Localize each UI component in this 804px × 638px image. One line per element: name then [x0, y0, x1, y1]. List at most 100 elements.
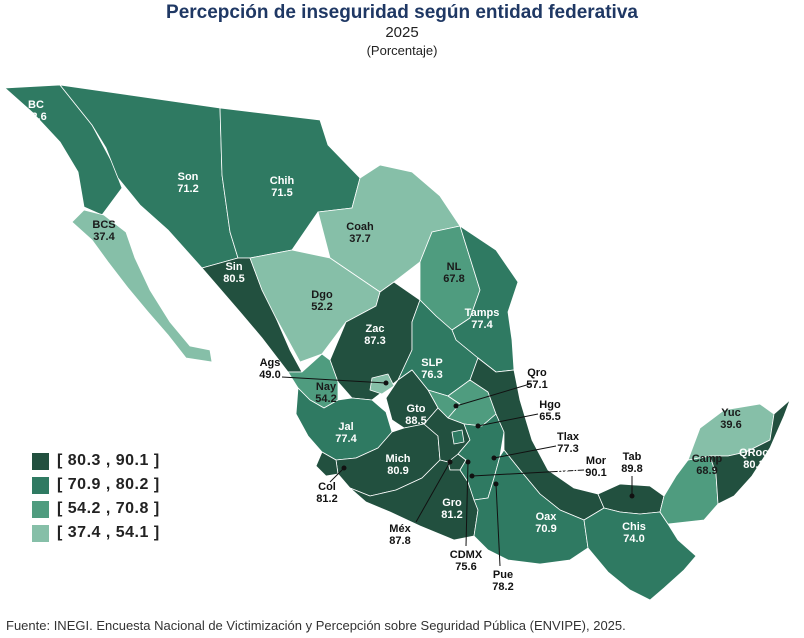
state-label-camp: Camp	[692, 453, 723, 465]
leader-dot-qro	[453, 403, 459, 409]
legend-label: [ 80.3 , 90.1 ]	[57, 452, 160, 469]
state-label-bcs: BCS	[92, 219, 115, 231]
state-value-gto: 88.5	[405, 415, 426, 427]
state-value-jal: 77.4	[335, 433, 357, 445]
legend-swatch	[32, 524, 49, 542]
state-ags	[369, 373, 395, 395]
state-label-pue: Pue	[493, 569, 513, 581]
leader-dot-col	[341, 465, 347, 471]
leader-dot-mor	[469, 473, 475, 479]
leader-line-mor	[471, 469, 585, 477]
state-value-cdmx: 75.6	[455, 561, 476, 573]
state-label-nay: Nay	[316, 381, 337, 393]
state-label-yuc: Yuc	[721, 407, 741, 419]
leader-line-cdmx	[465, 461, 469, 547]
state-label-dgo: Dgo	[311, 289, 333, 301]
state-label-zac: Zac	[366, 323, 385, 335]
state-value-coah: 37.7	[349, 233, 370, 245]
state-value-ags: 49.0	[259, 369, 280, 381]
state-value-mich: 80.9	[387, 465, 408, 477]
state-label-son: Son	[178, 171, 199, 183]
legend-swatch	[32, 452, 49, 470]
leader-dot-tab	[629, 493, 635, 499]
state-value-tab: 89.8	[621, 463, 642, 475]
state-label-nl: NL	[447, 261, 462, 273]
state-label-hgo: Hgo	[539, 399, 561, 411]
state-value-col: 81.2	[316, 493, 337, 505]
state-value-dgo: 52.2	[311, 301, 332, 313]
leader-dot-hgo	[475, 423, 481, 429]
state-label-chis: Chis	[622, 521, 646, 533]
state-label-oax: Oax	[536, 511, 558, 523]
leader-line-col	[329, 467, 345, 483]
state-label-bc: BC	[28, 99, 44, 111]
map-year: 2025	[385, 24, 419, 41]
state-value-sin: 80.5	[223, 273, 244, 285]
state-value-qroo: 80.3	[743, 459, 764, 471]
legend-item: [ 80.3 , 90.1 ]	[32, 450, 160, 472]
state-chih	[219, 107, 361, 259]
state-col	[315, 451, 339, 477]
state-value-tlax: 77.3	[557, 443, 578, 455]
state-label-jal: Jal	[338, 421, 353, 433]
state-value-chih: 71.5	[271, 187, 292, 199]
state-label-tab: Tab	[623, 451, 642, 463]
legend-label: [ 54.2 , 70.8 ]	[57, 500, 160, 517]
mexico-map: BC72.6BCS37.4Son71.2Chih71.5Coah37.7Sin8…	[4, 84, 791, 601]
state-label-mich: Mich	[385, 453, 410, 465]
state-value-tamps: 77.4	[471, 319, 493, 331]
state-value-chis: 74.0	[623, 533, 644, 545]
leader-line-tlax	[493, 445, 557, 459]
leader-line-méx	[415, 461, 451, 523]
state-label-qro: Qro	[527, 367, 547, 379]
state-label-tamps: Tamps	[465, 307, 500, 319]
state-value-nl: 67.8	[443, 273, 464, 285]
state-label-mor: Mor	[586, 455, 607, 467]
state-label-col: Col	[318, 481, 336, 493]
leader-dot-tlax	[491, 455, 497, 461]
state-value-méx: 87.8	[389, 535, 410, 547]
state-value-slp: 76.3	[421, 369, 442, 381]
state-label-chih: Chih	[270, 175, 295, 187]
state-label-gto: Gto	[407, 403, 426, 415]
source-note: Fuente: INEGI. Encuesta Nacional de Vict…	[6, 618, 626, 633]
legend-label: [ 70.9 , 80.2 ]	[57, 476, 160, 493]
map-title: Percepción de inseguridad según entidad …	[166, 2, 638, 23]
state-label-gro: Gro	[442, 497, 462, 509]
legend-label: [ 37.4 , 54.1 ]	[57, 524, 160, 541]
state-sin	[201, 257, 303, 373]
state-label-coah: Coah	[346, 221, 374, 233]
state-label-tlax: Tlax	[557, 431, 580, 443]
state-value-mor: 90.1	[585, 467, 606, 479]
state-label-ags: Ags	[260, 357, 281, 369]
state-value-camp: 68.9	[696, 465, 717, 477]
legend-item: [ 70.9 , 80.2 ]	[32, 474, 160, 496]
state-bcs	[71, 209, 213, 363]
state-label-sin: Sin	[225, 261, 242, 273]
state-label-ver: Ver	[559, 453, 577, 465]
leader-dot-pue	[493, 481, 499, 487]
leader-line-pue	[495, 483, 501, 567]
leader-dot-ags	[383, 380, 389, 386]
state-value-nay: 54.2	[315, 393, 336, 405]
state-label-qroo: QRoo	[739, 447, 769, 459]
state-value-yuc: 39.6	[720, 419, 741, 431]
state-label-cdmx: CDMX	[450, 549, 483, 561]
map-unit: (Porcentaje)	[366, 43, 438, 58]
leader-line-ags	[281, 376, 387, 384]
state-value-bcs: 37.4	[93, 231, 115, 243]
leader-line-hgo	[477, 413, 539, 427]
leader-dot-cdmx	[465, 459, 471, 465]
state-value-gro: 81.2	[441, 509, 462, 521]
state-value-qro: 57.1	[526, 379, 547, 391]
state-value-zac: 87.3	[364, 335, 385, 347]
state-value-hgo: 65.5	[539, 411, 560, 423]
state-value-ver: 82.4	[557, 465, 579, 477]
state-value-oax: 70.9	[535, 523, 556, 535]
leader-line-qro	[455, 383, 531, 407]
state-value-son: 71.2	[177, 183, 198, 195]
state-qroo	[709, 399, 791, 505]
state-chis	[583, 507, 697, 601]
legend-swatch	[32, 500, 49, 518]
state-label-méx: Méx	[389, 523, 411, 535]
